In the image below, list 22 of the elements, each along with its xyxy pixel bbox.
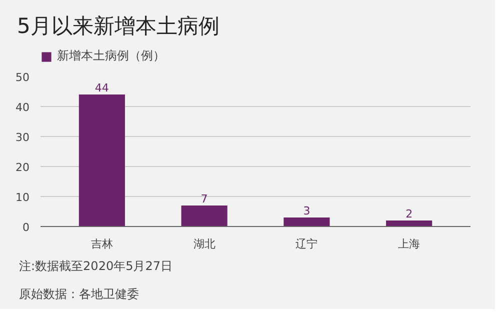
x-tick-label: 湖北	[193, 238, 216, 250]
text: 注:数据截至2020年5月27日	[19, 258, 172, 275]
y-tick-label: 0	[22, 221, 30, 234]
x-tick-label: 吉林	[90, 238, 113, 250]
y-tick-label: 10	[16, 191, 30, 204]
data-label: 2	[406, 208, 413, 220]
y-tick-label: 50	[16, 71, 30, 84]
y-tick-label: 40	[16, 101, 30, 114]
bar	[386, 220, 432, 226]
bar	[181, 206, 228, 226]
bar	[284, 218, 330, 226]
y-tick-label: 20	[16, 161, 30, 174]
data-label: 7	[200, 192, 208, 206]
x-tick-label: 辽宁	[296, 238, 318, 250]
text: 原始数据：各地卫健委	[19, 286, 139, 303]
legend-label: 新增本土病例（例）	[57, 48, 165, 64]
data-label: 3	[303, 204, 310, 218]
bar	[78, 94, 125, 226]
y-tick-label: 30	[16, 131, 30, 144]
data-label: 44	[94, 82, 109, 94]
chart-title: 5月以来新增本土病例	[17, 13, 220, 40]
x-tick-label: 上海	[398, 238, 420, 250]
